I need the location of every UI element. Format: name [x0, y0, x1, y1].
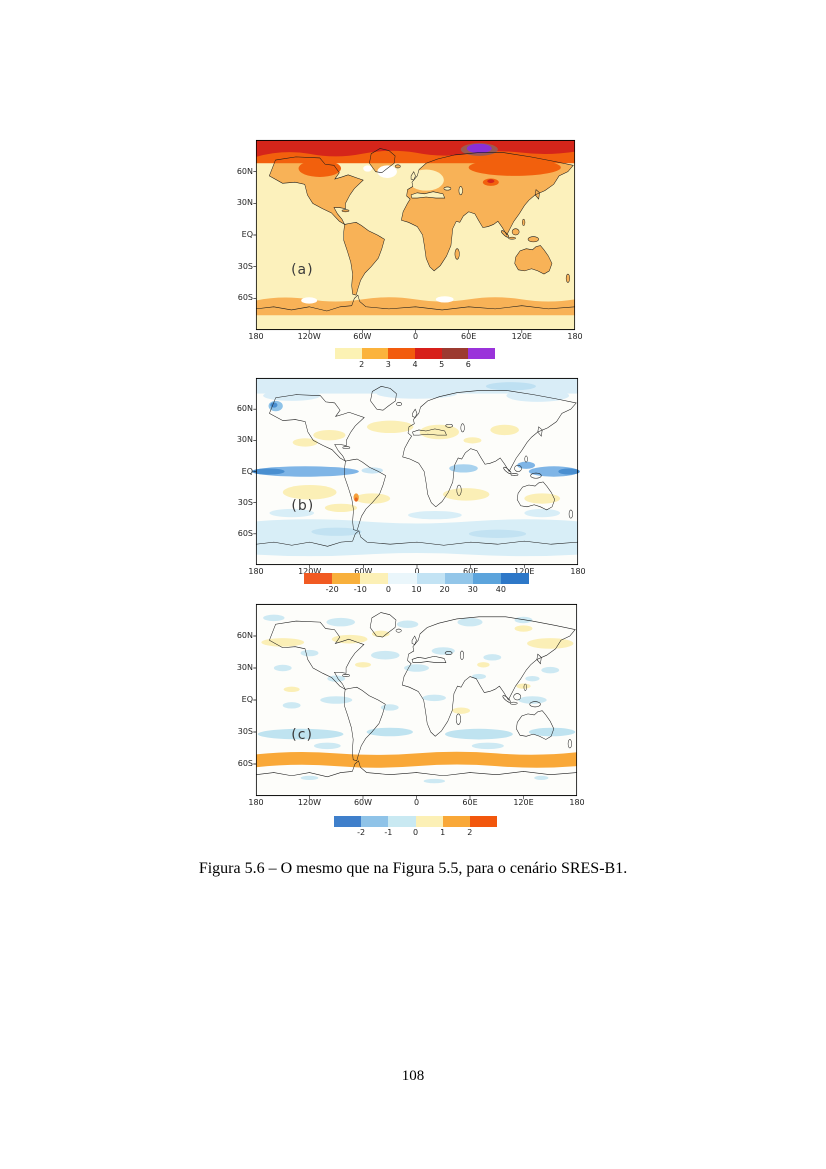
- colorbar-tick-label: 4: [412, 360, 418, 369]
- y-tick-label: 60N: [236, 631, 253, 640]
- colorbar-segment: [469, 816, 498, 827]
- x-tick-label: 120E: [514, 567, 535, 576]
- y-tick-label: EQ: [241, 695, 253, 704]
- x-tick-label: 120E: [513, 798, 534, 807]
- x-tick-label: 0: [412, 332, 419, 341]
- map-panel-c: 60N 30N EQ 30S 60S 180 120W 60W 0 60E 120E 180 (c)…: [237, 603, 585, 837]
- panel-label-c: (c): [291, 726, 313, 743]
- colorbar-segment: [468, 348, 496, 359]
- colorbar-tick-label: 6: [465, 360, 471, 369]
- colorbar-segment: [500, 573, 529, 584]
- map-panel-a: 60N 30N EQ 30S 60S 180 120W 60W 0 60E 120E 180 (a)…: [237, 139, 583, 369]
- colorbar-tick-label: 2: [467, 828, 473, 837]
- x-tick-label: 180: [248, 798, 264, 807]
- colorbar-segment: [442, 816, 470, 827]
- colorbar-tick-label: 2: [359, 360, 365, 369]
- panel-label-b: (b): [291, 497, 315, 514]
- y-tick-label: 60N: [236, 166, 253, 176]
- colorbar-tick-label: -2: [357, 828, 366, 837]
- colorbar-tick-label: 20: [439, 585, 450, 594]
- colorbar-segment: [388, 816, 416, 827]
- world-map-a: [253, 139, 576, 334]
- colorbar-segment: [472, 573, 501, 584]
- world-map-b: [251, 377, 580, 569]
- x-tick-label: 60W: [353, 332, 372, 341]
- x-tick-label: 0: [413, 798, 420, 807]
- x-tick-label: 120W: [298, 567, 322, 576]
- x-tick-label: 180: [248, 332, 264, 341]
- colorbar-segment: [388, 573, 417, 584]
- world-map-c: [253, 603, 578, 800]
- colorbar-c: -2 -1 0 1 2: [334, 816, 498, 837]
- colorbar-tick-label: 5: [439, 360, 445, 369]
- colorbar-a: 2 3 4 5 6: [335, 348, 496, 369]
- colorbar-segment: [415, 816, 443, 827]
- colorbar-segment: [361, 348, 389, 359]
- colorbar-tick-label: -10: [353, 585, 367, 594]
- x-tick-label: 120W: [297, 332, 321, 341]
- y-tick-label: EQ: [241, 230, 253, 239]
- colorbar-segment: [416, 573, 445, 584]
- colorbar-b: -20 -10 0 10 20 30 40: [304, 573, 529, 594]
- colorbar-segment: [360, 573, 389, 584]
- colorbar-segment: [444, 573, 473, 584]
- x-tick-label: 60E: [463, 567, 479, 576]
- y-tick-label: 30N: [236, 198, 253, 208]
- y-tick-label: 60S: [237, 759, 253, 768]
- colorbar-segment: [361, 816, 389, 827]
- colorbar-tick-labels: -20 -10 0 10 20 30 40: [304, 584, 529, 594]
- panel-label-a: (a): [291, 261, 314, 278]
- x-tick-label: 180: [569, 798, 585, 807]
- x-tick-label: 60E: [461, 332, 477, 341]
- y-tick-label: 60S: [237, 528, 253, 538]
- x-tick-label: 120E: [511, 332, 532, 341]
- colorbar-segment: [304, 573, 333, 584]
- x-tick-label: 60W: [353, 798, 373, 807]
- x-tick-label: 60W: [354, 567, 373, 576]
- y-tick-label: 30S: [237, 261, 253, 271]
- colorbar-tick-labels: -2 -1 0 1 2: [334, 827, 497, 837]
- colorbar-tick-label: 1: [440, 828, 446, 837]
- y-tick-label: EQ: [241, 466, 253, 476]
- colorbar-tick-label: 3: [385, 360, 391, 369]
- y-tick-label: 30N: [236, 435, 253, 445]
- colorbar-segments: [335, 348, 496, 359]
- colorbar-segments: [304, 573, 529, 584]
- colorbar-segment: [441, 348, 469, 359]
- colorbar-segment: [332, 573, 361, 584]
- colorbar-tick-label: -20: [325, 585, 339, 594]
- x-tick-label: 0: [414, 567, 420, 576]
- colorbar-segment: [388, 348, 416, 359]
- x-tick-label: 120W: [297, 798, 322, 807]
- colorbar-tick-label: 30: [467, 585, 478, 594]
- colorbar-tick-labels: 2 3 4 5 6: [335, 359, 495, 369]
- colorbar-tick-label: 10: [411, 585, 422, 594]
- colorbar-segment: [334, 816, 362, 827]
- colorbar-tick-label: -1: [384, 828, 393, 837]
- x-tick-label: 180: [248, 567, 264, 576]
- page-number: 108: [401, 1068, 425, 1084]
- x-tick-label: 60E: [462, 798, 478, 807]
- y-tick-label: 60N: [236, 404, 253, 414]
- x-tick-label: 180: [570, 567, 586, 576]
- x-tick-label: 180: [567, 332, 583, 341]
- y-tick-label: 60S: [237, 293, 253, 303]
- figure-caption: Figura 5.6 – O mesmo que na Figura 5.5, …: [198, 860, 628, 877]
- colorbar-segments: [334, 816, 498, 827]
- y-tick-label: 30S: [237, 727, 253, 736]
- colorbar-segment: [415, 348, 442, 359]
- colorbar-segment: [335, 348, 362, 359]
- map-panel-b: 60N 30N EQ 30S 60S 180 120W 60W 0 60E 120E 180 (b)…: [237, 377, 586, 594]
- colorbar-tick-label: 0: [385, 585, 391, 594]
- y-tick-label: 30S: [237, 497, 253, 507]
- y-tick-label: 30N: [236, 663, 253, 672]
- colorbar-tick-label: 0: [412, 828, 419, 837]
- colorbar-tick-label: 40: [495, 585, 506, 594]
